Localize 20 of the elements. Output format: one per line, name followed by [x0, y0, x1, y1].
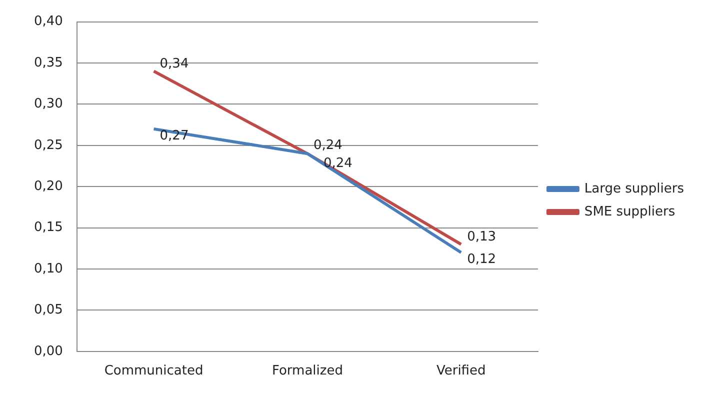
y-tick-label: 0,15 — [34, 220, 63, 236]
data-label: 0,24 — [323, 156, 352, 172]
data-label: 0,24 — [313, 138, 342, 154]
x-tick-label: Verified — [436, 364, 486, 379]
data-label: 0,27 — [160, 128, 189, 144]
y-tick-label: 0,35 — [34, 55, 63, 70]
y-tick-label: 0,30 — [34, 96, 63, 112]
data-label: 0,12 — [467, 252, 496, 267]
data-label: 0,13 — [467, 230, 496, 245]
x-tick-label: Communicated — [104, 364, 204, 379]
y-tick-label: 0,10 — [34, 261, 63, 276]
y-tick-label: 0,05 — [34, 302, 63, 318]
x-tick-label: Formalized — [272, 364, 343, 379]
legend-label: SME suppliers — [584, 204, 676, 220]
y-tick-label: 0,40 — [34, 14, 63, 30]
legend-label: Large suppliers — [584, 181, 684, 196]
y-tick-label: 0,00 — [34, 344, 63, 359]
y-tick-label: 0,25 — [34, 138, 63, 153]
y-tick-label: 0,20 — [34, 178, 63, 194]
data-label: 0,34 — [160, 56, 189, 72]
